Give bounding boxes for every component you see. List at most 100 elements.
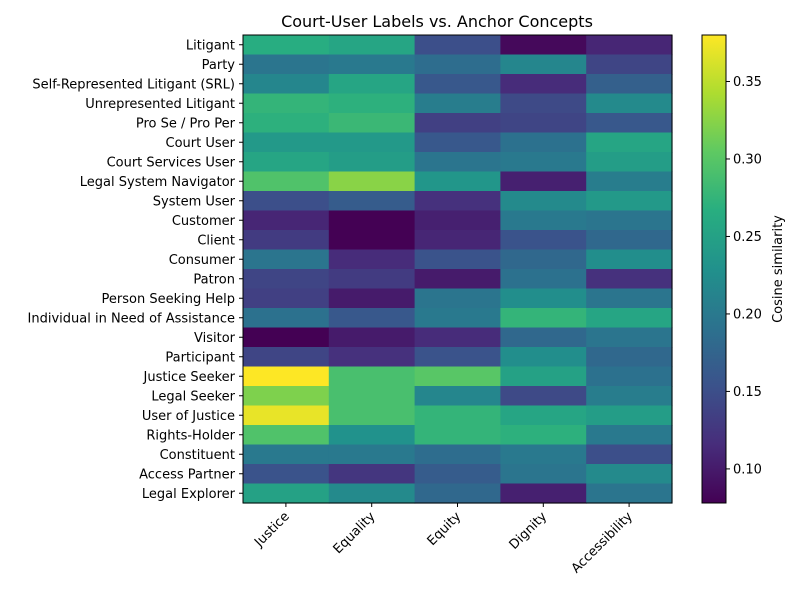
heatmap-cell <box>414 191 501 212</box>
heatmap-cell <box>243 54 330 75</box>
heatmap-cell <box>500 210 587 231</box>
heatmap-cell <box>414 152 501 173</box>
heatmap-cell <box>243 74 330 95</box>
heatmap-cell <box>414 405 501 426</box>
y-tick-label: Legal Seeker <box>151 389 235 404</box>
heatmap-cell <box>414 210 501 231</box>
y-tick-label: Access Partner <box>139 467 236 482</box>
heatmap-cell <box>414 269 501 290</box>
heatmap-cell <box>243 249 330 270</box>
heatmap-cell <box>243 425 330 446</box>
colorbar-tick-label: 0.20 <box>733 307 762 322</box>
y-tick-label: Party <box>202 58 236 73</box>
colorbar-tick-label: 0.15 <box>733 385 762 400</box>
y-tick-label: Self-Represented Litigant (SRL) <box>32 77 235 92</box>
heatmap-cell <box>500 308 587 329</box>
y-tick-label: Visitor <box>194 331 236 346</box>
heatmap-cell <box>586 347 673 368</box>
heatmap-cell <box>586 386 673 407</box>
heatmap-cell <box>414 386 501 407</box>
y-tick-label: Consumer <box>169 253 236 268</box>
colorbar-tick-label: 0.30 <box>733 152 762 167</box>
heatmap-cell <box>500 483 587 504</box>
heatmap-cell <box>500 444 587 465</box>
heatmap-cell <box>414 54 501 75</box>
heatmap-cell <box>586 54 673 75</box>
y-tick-label: Customer <box>172 214 236 229</box>
x-tick-label: Justice <box>251 509 293 551</box>
heatmap-cell <box>328 35 416 56</box>
heatmap-cell <box>328 74 416 95</box>
heatmap-cell <box>500 35 587 56</box>
x-tick-label: Equality <box>331 509 379 557</box>
x-tick-label: Equity <box>425 509 465 549</box>
heatmap-cell <box>243 405 330 426</box>
y-tick-label: Pro Se / Pro Per <box>136 116 236 131</box>
heatmap-cell <box>586 93 673 114</box>
colorbar-tick-label: 0.25 <box>733 230 762 245</box>
heatmap-cell <box>328 93 416 114</box>
heatmap-cell <box>586 366 673 387</box>
heatmap-cell <box>328 288 416 309</box>
heatmap-cell <box>500 191 587 212</box>
heatmap-cell <box>328 171 416 192</box>
heatmap-cell <box>586 405 673 426</box>
heatmap-cell <box>328 54 416 75</box>
heatmap-cell <box>243 171 330 192</box>
chart-title: Court-User Labels vs. Anchor Concepts <box>281 12 593 31</box>
heatmap-cell <box>586 425 673 446</box>
heatmap-cell <box>243 210 330 231</box>
heatmap-cell <box>586 483 673 504</box>
heatmap-cell <box>414 93 501 114</box>
heatmap-cell <box>500 288 587 309</box>
x-tick-labels: Justice Equality Equity Dignity Accessibilit… <box>251 503 636 576</box>
heatmap-cell <box>328 464 416 485</box>
heatmap-cell <box>500 230 587 251</box>
heatmap-cell <box>243 464 330 485</box>
heatmap-cell <box>500 269 587 290</box>
heatmap-cell <box>243 308 330 329</box>
y-tick-label: Patron <box>193 272 235 287</box>
heatmap-cell <box>243 132 330 153</box>
heatmap-cell <box>243 113 330 134</box>
heatmap-cell <box>328 269 416 290</box>
heatmap-cell <box>243 483 330 504</box>
heatmap-cell <box>414 35 501 56</box>
heatmap-cells <box>243 35 673 504</box>
heatmap-cell <box>328 405 416 426</box>
heatmap-cell <box>586 113 673 134</box>
heatmap-cell <box>586 191 673 212</box>
heatmap-cell <box>414 425 501 446</box>
y-tick-label: System User <box>153 194 236 209</box>
heatmap-cell <box>586 230 673 251</box>
colorbar-ticks: 0.10 0.15 0.20 0.25 0.30 0.35 <box>726 75 762 477</box>
heatmap-cell <box>243 191 330 212</box>
heatmap-cell <box>500 347 587 368</box>
heatmap-cell <box>500 464 587 485</box>
heatmap-cell <box>500 366 587 387</box>
heatmap-cell <box>414 113 501 134</box>
heatmap-cell <box>586 35 673 56</box>
y-tick-label: Individual in Need of Assistance <box>28 311 235 326</box>
heatmap-cell <box>500 113 587 134</box>
heatmap-cell <box>500 54 587 75</box>
heatmap-cell <box>243 269 330 290</box>
colorbar-label: Cosine similarity <box>771 215 786 323</box>
heatmap-cell <box>243 35 330 56</box>
heatmap-cell <box>243 327 330 348</box>
heatmap-cell <box>414 464 501 485</box>
heatmap-cell <box>414 288 501 309</box>
heatmap-cell <box>328 347 416 368</box>
heatmap-cell <box>243 288 330 309</box>
heatmap-cell <box>328 230 416 251</box>
heatmap-cell <box>328 113 416 134</box>
heatmap-cell <box>328 425 416 446</box>
heatmap-cell <box>328 366 416 387</box>
heatmap-cell <box>243 366 330 387</box>
heatmap-cell <box>500 93 587 114</box>
y-tick-label: Court User <box>166 136 236 151</box>
heatmap-cell <box>328 191 416 212</box>
colorbar: 0.10 0.15 0.20 0.25 0.30 0.35 Cosine similari… <box>701 34 786 504</box>
heatmap-cell <box>414 366 501 387</box>
